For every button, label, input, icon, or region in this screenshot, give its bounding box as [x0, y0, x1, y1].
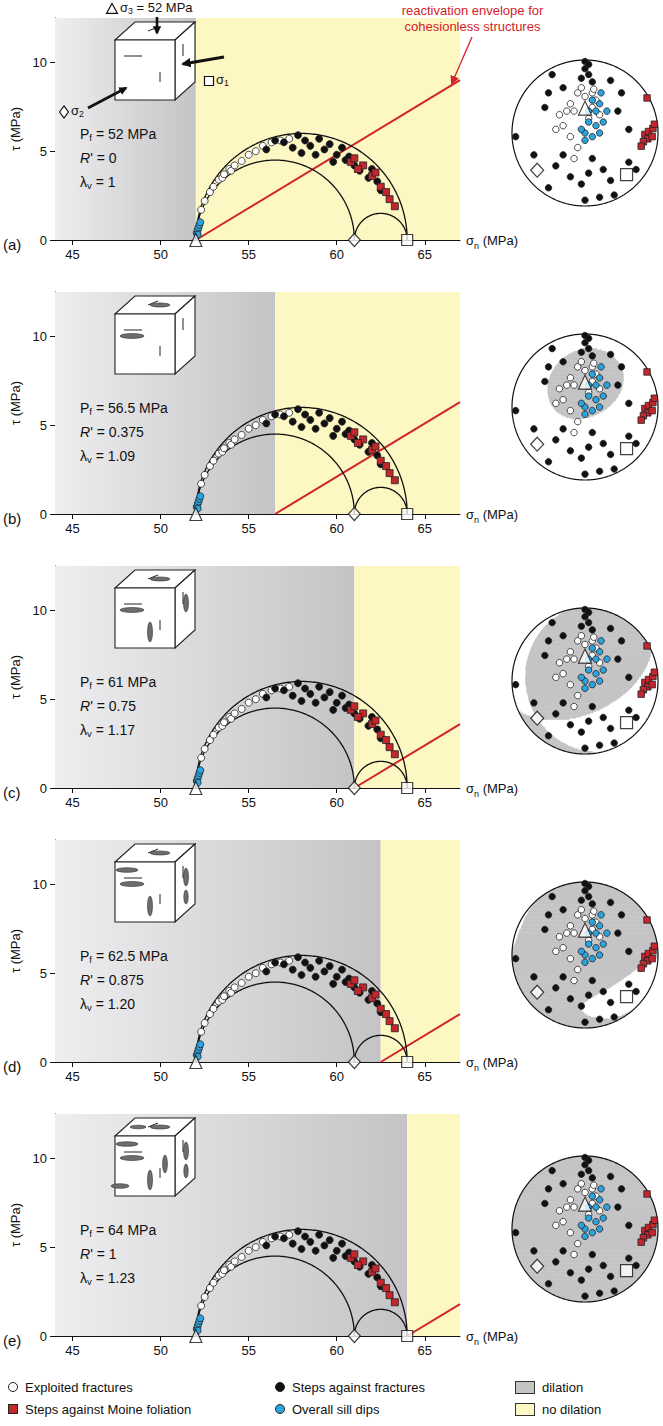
svg-text:5: 5 [40, 966, 47, 981]
svg-text:σ: σ [466, 507, 474, 522]
svg-text:10: 10 [33, 1151, 47, 1166]
html-text:(c): (c) [3, 784, 21, 801]
svg-text:0: 0 [40, 1055, 47, 1070]
html-text:dilation: dilation [542, 1379, 584, 1395]
svg-text:(MPa): (MPa) [479, 1329, 518, 1344]
svg-text:45: 45 [65, 247, 79, 262]
html-text:Pf= 64 MPa: Pf= 64 MPa [80, 1222, 157, 1240]
html-text:R ' = 0.875: R ' = 0.875 [80, 972, 144, 988]
html-text:σ1: σ1 [216, 72, 229, 89]
svg-text:n: n [474, 240, 479, 251]
html-text:(e): (e) [3, 1332, 22, 1349]
svg-text:5: 5 [40, 1240, 47, 1255]
html-text:λv= 1.09: λv= 1.09 [80, 448, 135, 466]
svg-text:0: 0 [40, 233, 47, 248]
html-text:Pf= 62.5 MPa: Pf= 62.5 MPa [80, 948, 168, 966]
html-text:σ2: σ2 [71, 103, 84, 120]
svg-text:60: 60 [330, 795, 344, 810]
svg-text:0: 0 [40, 507, 47, 522]
svg-text:60: 60 [330, 1069, 344, 1084]
html-text:λv= 1: λv= 1 [80, 174, 116, 192]
svg-text:55: 55 [241, 1069, 255, 1084]
svg-text:10: 10 [33, 603, 47, 618]
svg-text:(MPa): (MPa) [479, 233, 518, 248]
svg-text:n: n [474, 1062, 479, 1073]
svg-text:50: 50 [153, 1069, 167, 1084]
svg-text:45: 45 [65, 1343, 79, 1358]
html-text:Pf= 61 MPa: Pf= 61 MPa [80, 674, 157, 692]
svg-text:(MPa): (MPa) [479, 507, 518, 522]
svg-text:σ: σ [466, 233, 474, 248]
html-text:Pf= 52 MPa: Pf= 52 MPa [80, 126, 157, 144]
html-text:Steps against Moine foliation: Steps against Moine foliation [25, 1401, 192, 1417]
svg-text:σ: σ [466, 1055, 474, 1070]
svg-text:σ: σ [466, 781, 474, 796]
svg-text:60: 60 [330, 247, 344, 262]
svg-text:n: n [474, 514, 479, 525]
svg-text:(MPa): (MPa) [479, 1055, 518, 1070]
svg-text:10: 10 [33, 329, 47, 344]
svg-text:55: 55 [241, 1343, 255, 1358]
svg-text:50: 50 [153, 1343, 167, 1358]
svg-text:55: 55 [241, 521, 255, 536]
svg-text:60: 60 [330, 521, 344, 536]
svg-text:σ: σ [466, 1329, 474, 1344]
svg-text:τ (MPa): τ (MPa) [8, 655, 23, 699]
html-text:R ' = 0: R ' = 0 [80, 150, 117, 166]
svg-text:65: 65 [418, 247, 432, 262]
svg-text:45: 45 [65, 795, 79, 810]
html-text:Pf= 56.5 MPa: Pf= 56.5 MPa [80, 400, 168, 418]
svg-text:0: 0 [40, 1329, 47, 1344]
html-text:(d): (d) [3, 1058, 22, 1075]
svg-text:65: 65 [418, 1343, 432, 1358]
svg-text:0: 0 [40, 781, 47, 796]
svg-text:65: 65 [418, 1069, 432, 1084]
html-text:λv= 1.20: λv= 1.20 [80, 996, 135, 1014]
html-text:R ' = 1: R ' = 1 [80, 1246, 117, 1262]
svg-text:τ (MPa): τ (MPa) [8, 1203, 23, 1247]
svg-text:10: 10 [33, 55, 47, 70]
svg-text:65: 65 [418, 795, 432, 810]
svg-text:τ (MPa): τ (MPa) [8, 381, 23, 425]
svg-text:55: 55 [241, 247, 255, 262]
svg-text:50: 50 [153, 795, 167, 810]
svg-text:5: 5 [40, 418, 47, 433]
svg-text:65: 65 [418, 521, 432, 536]
html-text:R ' = 0.375: R ' = 0.375 [80, 424, 144, 440]
svg-text:45: 45 [65, 1069, 79, 1084]
svg-text:n: n [474, 1336, 479, 1347]
html-text:(b): (b) [3, 510, 22, 527]
html-text:λv= 1.17: λv= 1.17 [80, 722, 135, 740]
html-text:λv= 1.23: λv= 1.23 [80, 1270, 135, 1288]
html-text:σ3= 52 MPa: σ3= 52 MPa [120, 0, 193, 17]
html-text:Exploited fractures: Exploited fractures [25, 1379, 133, 1395]
html-text:(a): (a) [3, 236, 22, 253]
svg-text:10: 10 [33, 877, 47, 892]
html-text:R ' = 0.75: R ' = 0.75 [80, 698, 136, 714]
svg-text:(MPa): (MPa) [479, 781, 518, 796]
svg-text:60: 60 [330, 1343, 344, 1358]
svg-text:50: 50 [153, 521, 167, 536]
svg-text:τ (MPa): τ (MPa) [8, 107, 23, 151]
svg-text:55: 55 [241, 795, 255, 810]
svg-text:5: 5 [40, 692, 47, 707]
svg-text:n: n [474, 788, 479, 799]
svg-text:50: 50 [153, 247, 167, 262]
svg-text:5: 5 [40, 144, 47, 159]
html-text:reactivation envelope for cohe: reactivation envelope for cohesionless s… [401, 3, 544, 34]
svg-text:τ (MPa): τ (MPa) [8, 929, 23, 973]
svg-text:45: 45 [65, 521, 79, 536]
html-text:Overall sill dips: Overall sill dips [292, 1401, 380, 1417]
html-text:Steps against fractures: Steps against fractures [292, 1379, 425, 1395]
html-text:no dilation: no dilation [542, 1401, 602, 1417]
